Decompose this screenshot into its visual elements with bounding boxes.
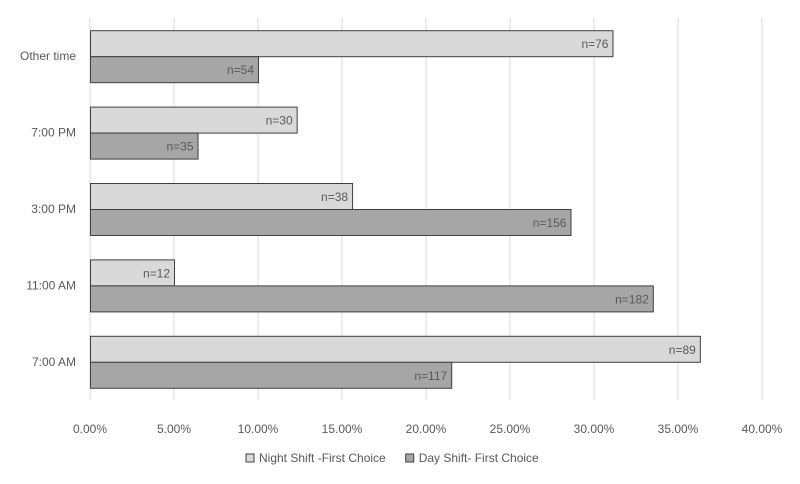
x-tick-label: 30.00% — [574, 422, 615, 436]
category-label: 7:00 PM — [31, 126, 76, 140]
category-label: 7:00 AM — [32, 355, 76, 369]
night-shift-bar — [90, 259, 175, 287]
x-tick-label: 5.00% — [157, 422, 191, 436]
night-shift-bar — [90, 30, 614, 58]
x-tick-label: 35.00% — [658, 422, 699, 436]
data-label: n=38 — [321, 190, 348, 204]
day-shift-bar — [90, 56, 259, 84]
data-label: n=12 — [143, 266, 170, 280]
category-label: 3:00 PM — [31, 202, 76, 216]
data-label: n=156 — [533, 216, 567, 230]
legend-label: Day Shift- First Choice — [419, 451, 539, 465]
day-shift-bar — [90, 285, 654, 313]
legend-swatch — [245, 453, 255, 463]
data-label: n=35 — [166, 140, 193, 154]
x-tick-label: 15.00% — [322, 422, 363, 436]
x-tick-label: 20.00% — [406, 422, 447, 436]
data-label: n=54 — [227, 63, 254, 77]
night-shift-bar — [90, 183, 354, 210]
legend-swatch — [405, 453, 415, 463]
day-shift-bar — [90, 361, 453, 389]
day-shift-bar — [90, 209, 572, 236]
data-label: n=76 — [581, 37, 608, 51]
x-tick-label: 0.00% — [73, 422, 107, 436]
category-label: Other time — [20, 49, 76, 63]
night-shift-bar — [90, 335, 701, 363]
legend-label: Night Shift -First Choice — [259, 451, 386, 465]
day-shift-bar — [90, 132, 199, 160]
x-tick-label: 25.00% — [490, 422, 531, 436]
data-label: n=89 — [669, 343, 696, 357]
data-label: n=30 — [266, 114, 293, 128]
data-label: n=117 — [414, 369, 447, 383]
x-tick-label: 40.00% — [742, 422, 783, 436]
data-label: n=182 — [615, 292, 649, 306]
category-label: 11:00 AM — [26, 278, 76, 292]
x-tick-label: 10.00% — [238, 422, 279, 436]
